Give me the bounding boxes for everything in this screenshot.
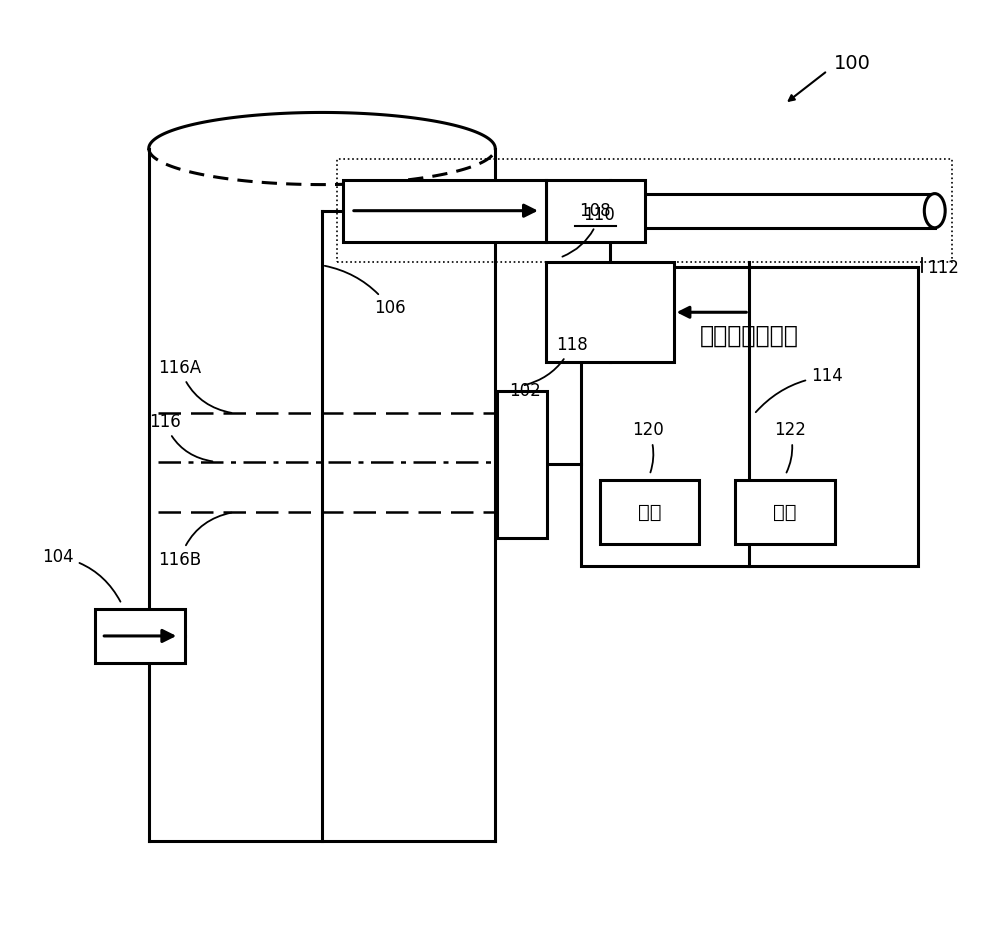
Text: 零位: 零位 [638, 503, 661, 522]
Ellipse shape [924, 193, 945, 228]
Bar [581, 268, 918, 566]
Bar [546, 180, 645, 242]
Text: 108: 108 [580, 202, 611, 220]
Text: 114: 114 [756, 367, 843, 412]
Text: 100: 100 [834, 53, 871, 72]
Text: 116A: 116A [158, 359, 231, 413]
Bar [600, 480, 699, 545]
Text: 120: 120 [632, 422, 664, 472]
Bar [546, 263, 674, 362]
Text: 102: 102 [509, 382, 541, 400]
Bar [337, 159, 952, 263]
Text: 106: 106 [325, 266, 406, 317]
Bar [497, 390, 547, 538]
Text: 118: 118 [525, 336, 588, 386]
Bar [343, 180, 546, 242]
Text: 122: 122 [774, 422, 806, 472]
Text: 电子液位控制器: 电子液位控制器 [700, 324, 799, 347]
Text: 104: 104 [42, 547, 120, 602]
Text: 116: 116 [149, 413, 212, 462]
Text: 116B: 116B [158, 512, 231, 568]
Text: 跨度: 跨度 [773, 503, 797, 522]
Text: 112: 112 [927, 259, 959, 277]
Text: 110: 110 [562, 206, 615, 257]
Bar [95, 609, 185, 663]
Bar [735, 480, 835, 545]
